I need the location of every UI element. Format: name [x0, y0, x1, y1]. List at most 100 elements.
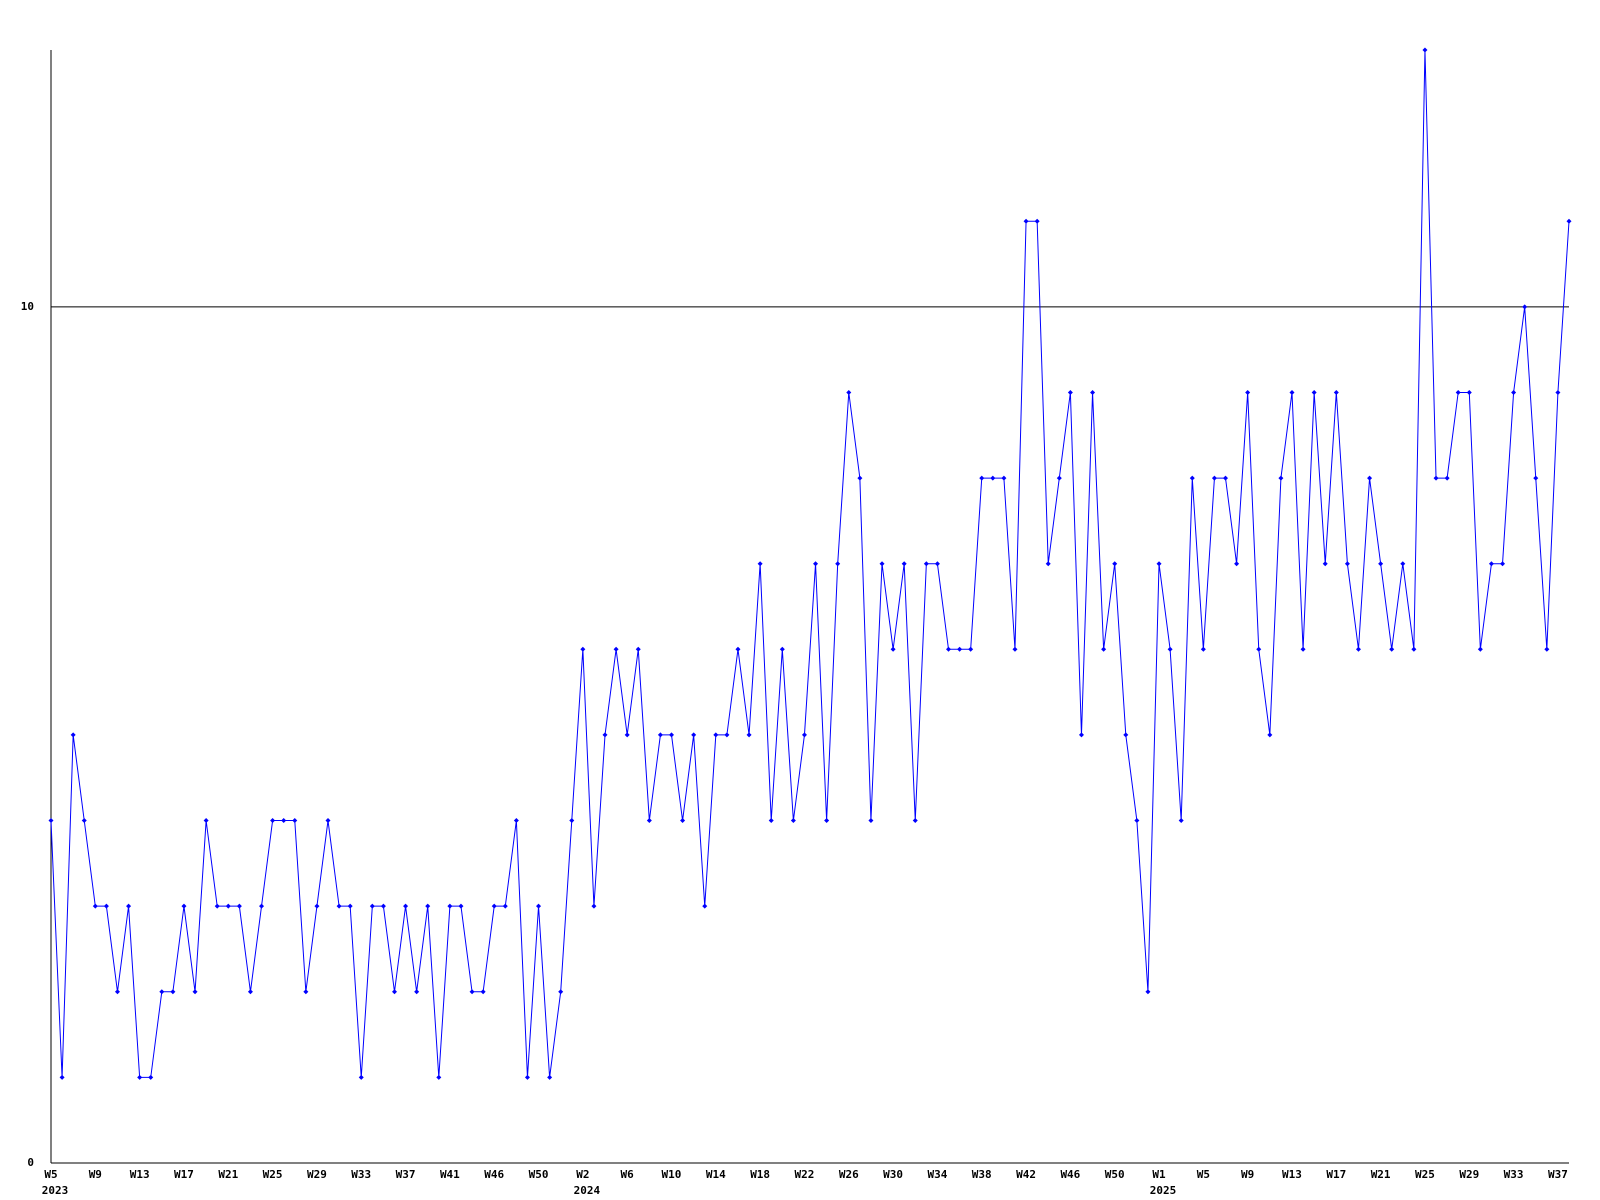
data-point: [103, 903, 109, 909]
data-point: [1223, 475, 1229, 481]
data-point: [1411, 646, 1417, 652]
data-point: [1178, 818, 1184, 824]
data-point: [170, 989, 176, 995]
data-point: [259, 903, 265, 909]
data-point: [92, 903, 98, 909]
data-point: [1167, 646, 1173, 652]
data-point: [1056, 475, 1062, 481]
data-point: [857, 475, 863, 481]
data-point: [668, 732, 674, 738]
data-point: [890, 646, 896, 652]
data-point: [447, 903, 453, 909]
data-point: [114, 989, 120, 995]
data-point: [524, 1074, 530, 1080]
x-tick-label: W6: [621, 1168, 635, 1181]
data-point: [81, 818, 87, 824]
data-point: [59, 1074, 65, 1080]
data-point: [990, 475, 996, 481]
data-point: [358, 1074, 364, 1080]
data-point: [1378, 561, 1384, 567]
x-tick-label: W46: [484, 1168, 504, 1181]
data-point: [1433, 475, 1439, 481]
x-tick-label: W2: [576, 1168, 589, 1181]
data-point: [126, 903, 132, 909]
data-point: [1488, 561, 1494, 567]
x-tick-label: W46: [1060, 1168, 1080, 1181]
data-point: [923, 561, 929, 567]
data-point: [934, 561, 940, 567]
data-point: [912, 818, 918, 824]
data-point: [1023, 218, 1029, 224]
data-point: [1101, 646, 1107, 652]
data-point: [1034, 218, 1040, 224]
data-point: [48, 818, 54, 824]
data-point: [801, 732, 807, 738]
x-tick-label: W5: [1197, 1168, 1210, 1181]
data-point: [1045, 561, 1051, 567]
data-point: [1289, 389, 1295, 395]
data-point: [203, 818, 209, 824]
data-point: [1400, 561, 1406, 567]
data-point: [702, 903, 708, 909]
x-tick-label: W37: [396, 1168, 416, 1181]
x-tick-label: W10: [662, 1168, 682, 1181]
x-tick-label: W21: [1371, 1168, 1391, 1181]
data-point: [1367, 475, 1373, 481]
data-point: [458, 903, 464, 909]
data-point: [613, 646, 619, 652]
data-point: [137, 1074, 143, 1080]
data-point: [281, 818, 287, 824]
data-point: [536, 903, 542, 909]
x-year-label: 2024: [574, 1184, 601, 1197]
x-tick-label: W14: [706, 1168, 726, 1181]
x-tick-label: W41: [440, 1168, 460, 1181]
data-line: [50, 49, 1570, 1078]
y-tick-label: 0: [27, 1156, 34, 1169]
data-point: [70, 732, 76, 738]
data-point: [380, 903, 386, 909]
data-point: [1112, 561, 1118, 567]
x-tick-label: W22: [795, 1168, 815, 1181]
data-point: [1278, 475, 1284, 481]
data-point: [713, 732, 719, 738]
data-point: [968, 646, 974, 652]
y-tick-label: 10: [21, 300, 34, 313]
x-tick-label: W33: [1504, 1168, 1524, 1181]
data-point: [1134, 818, 1140, 824]
data-point: [735, 646, 741, 652]
data-point: [425, 903, 431, 909]
x-tick-label: W33: [351, 1168, 371, 1181]
x-tick-label: W34: [927, 1168, 947, 1181]
data-point: [1466, 389, 1472, 395]
data-point: [1422, 47, 1428, 53]
x-tick-label: W17: [1326, 1168, 1346, 1181]
data-point: [347, 903, 353, 909]
x-tick-label: W29: [1459, 1168, 1479, 1181]
data-point: [314, 903, 320, 909]
data-point: [757, 561, 763, 567]
data-point: [414, 989, 420, 995]
data-point: [1090, 389, 1096, 395]
x-tick-label: W38: [972, 1168, 992, 1181]
x-tick-label: W13: [1282, 1168, 1302, 1181]
data-point: [1333, 389, 1339, 395]
data-point: [580, 646, 586, 652]
x-tick-label: W18: [750, 1168, 770, 1181]
data-point: [558, 989, 564, 995]
data-point: [1389, 646, 1395, 652]
x-tick-label: W37: [1548, 1168, 1568, 1181]
data-point: [835, 561, 841, 567]
data-point: [691, 732, 697, 738]
data-point: [1234, 561, 1240, 567]
data-point: [148, 1074, 154, 1080]
x-tick-label: W42: [1016, 1168, 1036, 1181]
data-point: [1444, 475, 1450, 481]
data-point: [1355, 646, 1361, 652]
data-point: [768, 818, 774, 824]
data-point: [159, 989, 165, 995]
x-tick-label: W9: [89, 1168, 102, 1181]
data-point: [1189, 475, 1195, 481]
data-point: [480, 989, 486, 995]
x-tick-label: W5: [44, 1168, 57, 1181]
